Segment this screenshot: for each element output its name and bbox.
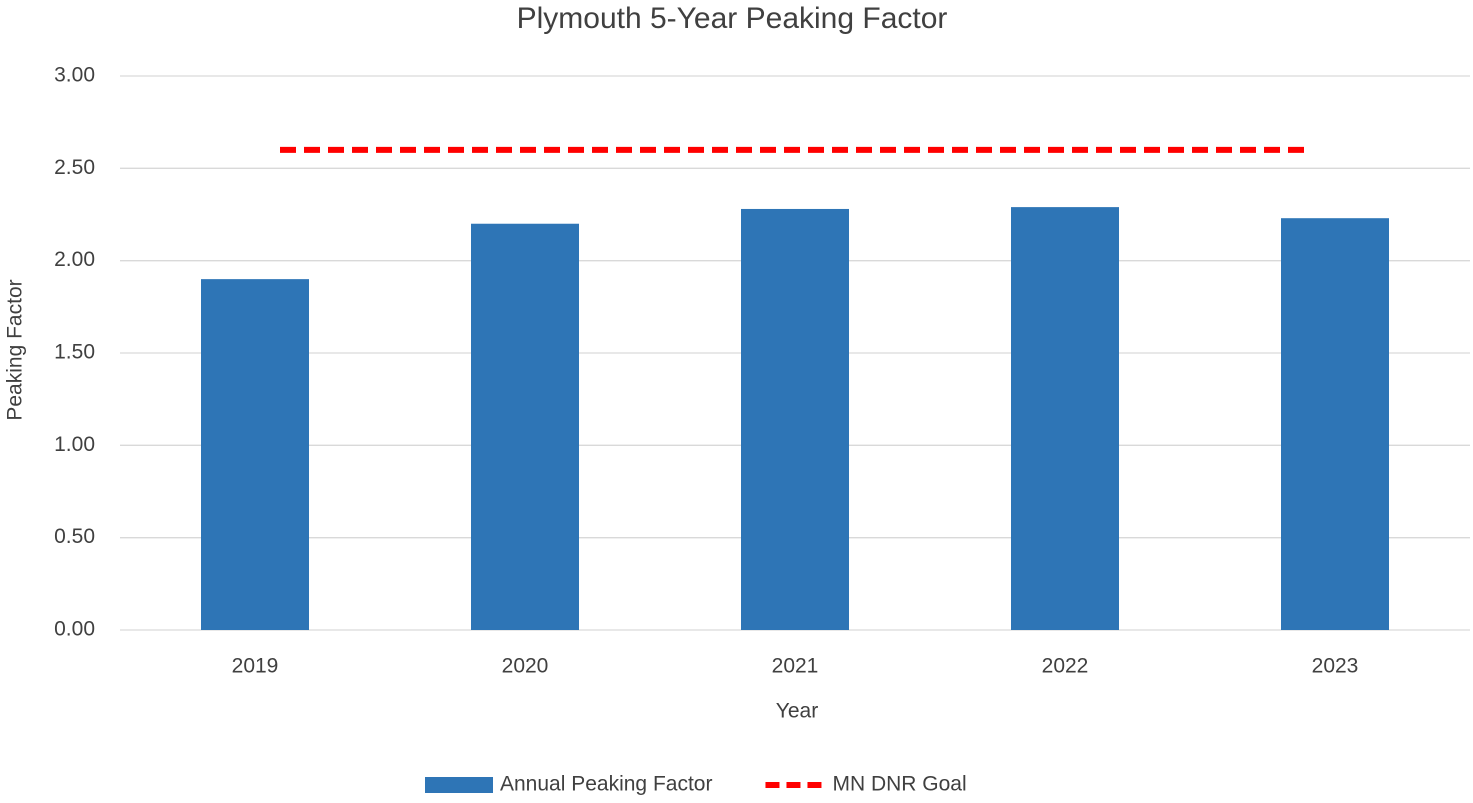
bar: [471, 223, 579, 630]
bar: [741, 208, 849, 630]
x-tick-label: 2023: [1312, 655, 1359, 678]
y-tick-label: 1.00: [54, 433, 95, 456]
legend-label: Annual Peaking Factor: [500, 773, 712, 796]
y-tick-label: 2.00: [54, 248, 95, 271]
x-tick-label: 2022: [1042, 655, 1089, 678]
chart-title: Plymouth 5-Year Peaking Factor: [517, 2, 948, 35]
bar: [1281, 218, 1389, 630]
x-axis-label: Year: [776, 700, 818, 723]
y-tick-label: 0.00: [54, 618, 95, 641]
x-tick-label: 2019: [232, 655, 279, 678]
x-tick-label: 2020: [502, 655, 549, 678]
y-tick-label: 1.50: [54, 341, 95, 364]
y-tick-label: 2.50: [54, 156, 95, 179]
y-tick-label: 3.00: [54, 64, 95, 87]
y-tick-label: 0.50: [54, 525, 95, 548]
y-axis-label: Peaking Factor: [4, 279, 27, 420]
x-tick-label: 2021: [772, 655, 819, 678]
bar: [1011, 207, 1119, 630]
legend-swatch: [425, 777, 493, 793]
legend-label: MN DNR Goal: [832, 773, 966, 796]
bar: [201, 279, 309, 630]
